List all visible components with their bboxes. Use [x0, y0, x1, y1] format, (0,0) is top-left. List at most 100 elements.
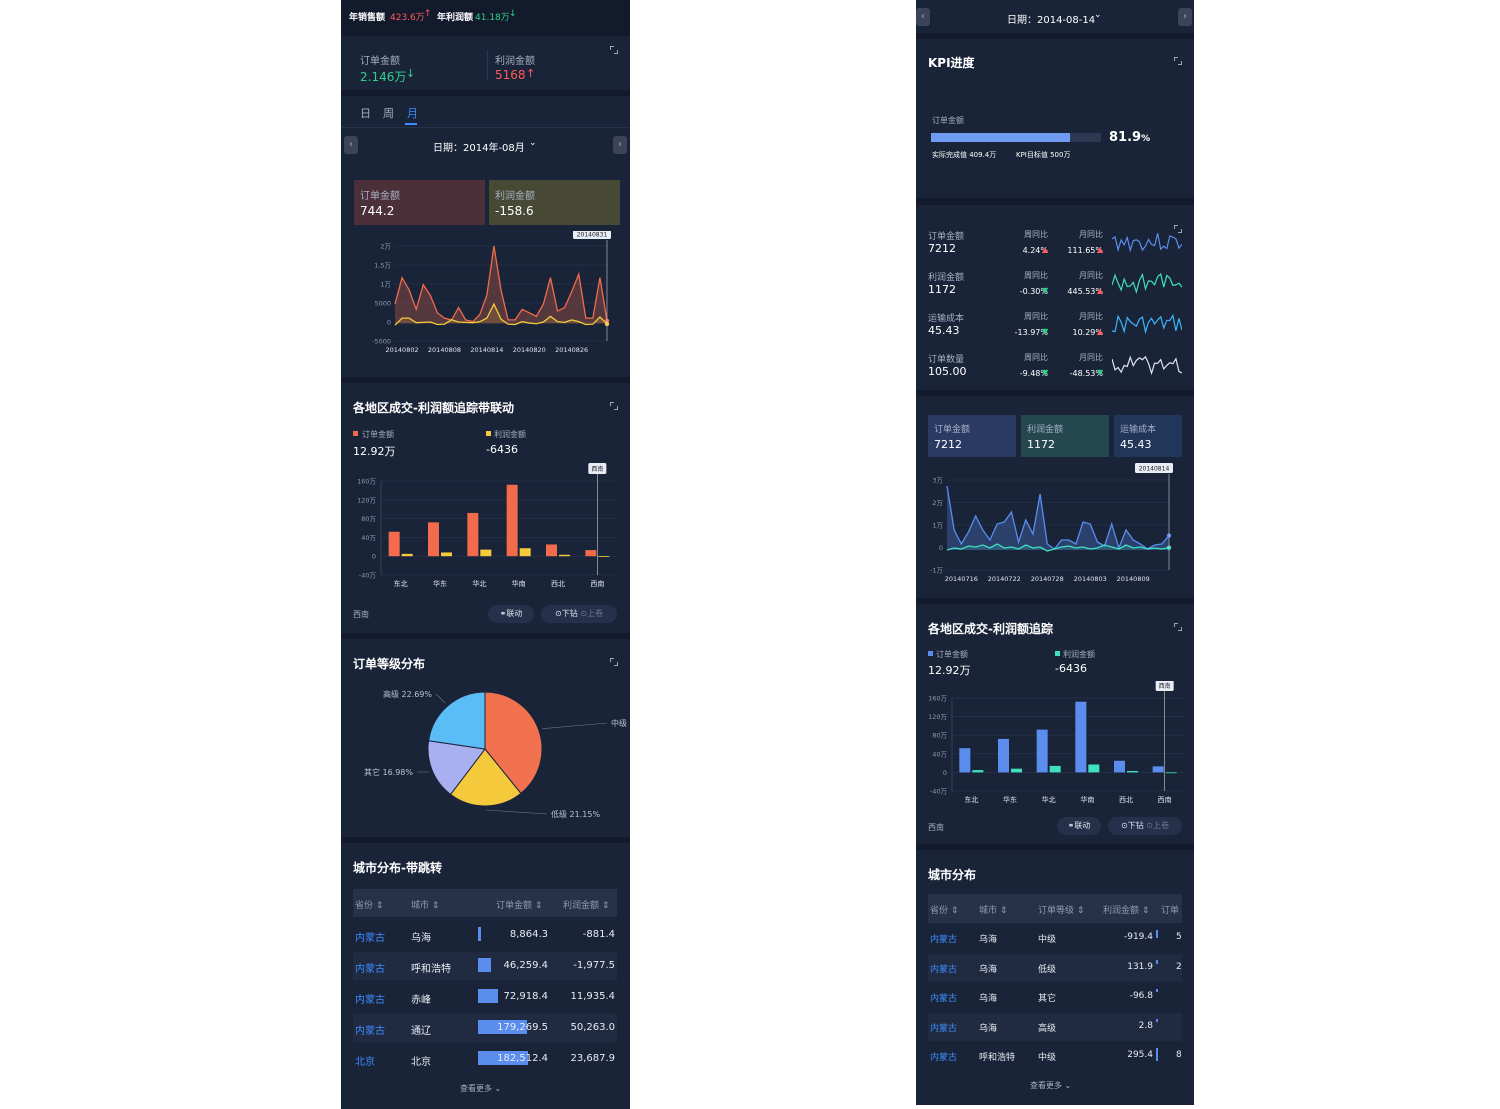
kpi-actual: 实际完成值 409.4万 — [932, 151, 997, 159]
wow-value: -0.30% — [1019, 287, 1048, 296]
table-row[interactable]: 内蒙古 乌海 8,864.3 -881.4 — [353, 921, 617, 949]
province-link[interactable]: 内蒙古 — [930, 964, 958, 975]
date-picker[interactable]: 日期：2014-08-14 — [1007, 15, 1096, 26]
link-button[interactable]: ⚭联动 — [1057, 817, 1101, 835]
sort-header-profit[interactable]: 利润金额 ⇕ — [563, 901, 610, 911]
y-tick-label: 2万 — [380, 243, 391, 251]
tab-day[interactable]: 日 — [360, 107, 371, 120]
metric-row[interactable]: 订单数量 105.00 周同比 月同比 -9.48% ▼ -48.53% ▼ — [916, 346, 1194, 386]
tile-value: 7212 — [934, 438, 962, 451]
metric-row[interactable]: 利润金额 1172 周同比 月同比 -0.30% ▼ 445.53% ▲ — [916, 264, 1194, 304]
province-link[interactable]: 内蒙古 — [355, 1026, 385, 1037]
province-link[interactable]: 北京 — [355, 1057, 375, 1068]
fullscreen-icon[interactable] — [610, 658, 618, 666]
drill-down-button[interactable]: ⊙下钻 — [1121, 821, 1144, 830]
province-link[interactable]: 内蒙古 — [930, 1023, 958, 1034]
fullscreen-icon[interactable] — [1174, 57, 1182, 65]
province-link[interactable]: 内蒙古 — [930, 935, 958, 945]
bar — [388, 531, 400, 557]
metric-label: 订单数量 — [928, 355, 965, 365]
table-row[interactable]: 内蒙古 通辽 179,269.5 50,263.0 — [353, 1014, 617, 1042]
table-row[interactable]: 内蒙古 乌海 其它 -96.8 — [928, 983, 1182, 1011]
x-tick-label: 西南 — [590, 579, 604, 588]
divider — [487, 50, 488, 80]
tab-month[interactable]: 月 — [407, 107, 418, 120]
fullscreen-icon[interactable] — [610, 46, 618, 54]
selected-region-label: 西南 — [353, 610, 369, 619]
bar — [506, 484, 518, 557]
sort-header-province[interactable]: 省份 ⇕ — [930, 906, 959, 916]
sparkline — [1112, 313, 1182, 335]
view-more-link[interactable]: 查看更多 ⌄ — [460, 1084, 502, 1093]
order-amount-tile[interactable]: 订单金额 744.2 — [354, 180, 485, 225]
sort-header-city[interactable]: 城市 ⇕ — [411, 901, 440, 911]
bar — [401, 553, 413, 557]
grade-pie-chart[interactable]: 中级 39.18% 低级 21.15% 其它 16.98% 高级 22.69% — [341, 679, 630, 834]
series-area — [947, 486, 1169, 550]
profit-cell: -881.4 — [582, 929, 615, 940]
prev-date-button[interactable]: ‹ — [916, 8, 930, 26]
roll-up-button[interactable]: ⊙上卷 — [1146, 821, 1169, 830]
sort-header-order[interactable]: 订单金额 ⇕ — [496, 901, 543, 911]
profit-amount-tile[interactable]: 利润金额 1172 — [1021, 415, 1109, 457]
order-bar — [478, 989, 498, 1003]
province-link[interactable]: 内蒙古 — [930, 1053, 958, 1063]
wow-label: 周同比 — [1024, 312, 1048, 321]
grade-cell: 中级 — [1038, 935, 1057, 945]
drill-down-button[interactable]: ⊙下钻 — [555, 609, 578, 618]
province-link[interactable]: 内蒙古 — [355, 995, 385, 1006]
triangle-down-icon: ▼ — [1097, 368, 1104, 377]
city-cell: 北京 — [411, 1057, 431, 1068]
x-tick-label: 华东 — [433, 579, 447, 588]
prev-date-button[interactable]: ‹ — [344, 136, 358, 154]
tab-week[interactable]: 周 — [383, 107, 394, 120]
kpi-percent: 81.9% — [1109, 130, 1151, 145]
table-row[interactable]: 北京 北京 182,512.4 23,687.9 — [353, 1045, 617, 1073]
table-row[interactable]: 内蒙古 乌海 中级 -919.4 5 — [928, 924, 1182, 952]
date-picker[interactable]: 日期：2014年-08月 — [433, 143, 525, 154]
wow-label: 周同比 — [1024, 230, 1048, 239]
roll-up-button[interactable]: ⊙上卷 — [580, 609, 603, 618]
annual-profit-label: 年利润额 — [437, 13, 474, 23]
table-row[interactable]: 内蒙古 赤峰 72,918.4 11,935.4 — [353, 983, 617, 1011]
province-link[interactable]: 内蒙古 — [355, 933, 385, 944]
metrics-card: 订单金额 7212 周同比 月同比 4.24% ▲ 111.65% ▲ 利润金额 1172 周同比月… — [916, 205, 1194, 390]
metric-row[interactable]: 订单金额 7212 周同比 月同比 4.24% ▲ 111.65% ▲ — [916, 223, 1194, 263]
order-amount-tile[interactable]: 订单金额 7212 — [928, 415, 1016, 457]
triangle-up-icon: ▲ — [1097, 327, 1104, 336]
shipping-cost-tile[interactable]: 运输成本 45.43 — [1114, 415, 1182, 457]
sort-header-profit[interactable]: 利润金额 ⇕ — [1103, 906, 1150, 916]
table-row[interactable]: 内蒙古 呼和浩特 中级 295.4 8 — [928, 1042, 1182, 1070]
card-title: KPI进度 — [928, 56, 975, 70]
bar — [546, 544, 557, 557]
tooltip-box — [1135, 463, 1173, 473]
table-row[interactable]: 内蒙古 呼和浩特 46,259.4 -1,977.5 — [353, 952, 617, 980]
sort-header-order[interactable]: 订单 — [1161, 906, 1180, 916]
sort-header-province[interactable]: 省份 ⇕ — [355, 901, 384, 911]
metric-value: 45.43 — [928, 324, 960, 337]
province-link[interactable]: 内蒙古 — [355, 964, 385, 975]
sparkline-line — [1112, 313, 1182, 335]
metric-row[interactable]: 运输成本 45.43 周同比 月同比 -13.97% ▼ 10.29% ▲ — [916, 305, 1194, 345]
fullscreen-icon[interactable] — [610, 402, 618, 410]
chevron-down-icon: ⌄ — [1094, 10, 1102, 20]
fullscreen-icon[interactable] — [1174, 623, 1182, 631]
profit-amount-tile[interactable]: 利润金额 -158.6 — [489, 180, 620, 225]
next-date-button[interactable]: › — [1178, 8, 1192, 26]
next-date-button[interactable]: › — [613, 136, 627, 154]
table-row[interactable]: 内蒙古 乌海 高级 2.8 — [928, 1012, 1182, 1041]
sort-header-city[interactable]: 城市 ⇕ — [979, 906, 1008, 916]
province-link[interactable]: 内蒙古 — [930, 994, 958, 1004]
region-card: 各地区成交-利润额追踪 订单金额 12.92万 利润金额 -6436 160万 1… — [916, 604, 1194, 844]
trend-card: 日 周 月 ‹ 日期：2014年-08月 ⌄ › 订单金额 744.2 利润金额… — [341, 96, 630, 377]
card-title: 各地区成交-利润额追踪 — [928, 622, 1053, 636]
link-button[interactable]: ⚭联动 — [488, 605, 534, 623]
fullscreen-icon[interactable] — [1174, 225, 1182, 233]
view-more-link[interactable]: 查看更多 ⌄ — [1030, 1081, 1072, 1090]
table-row[interactable]: 内蒙古 乌海 低级 131.9 2 — [928, 953, 1182, 982]
sort-header-grade[interactable]: 订单等级 ⇕ — [1038, 906, 1085, 916]
